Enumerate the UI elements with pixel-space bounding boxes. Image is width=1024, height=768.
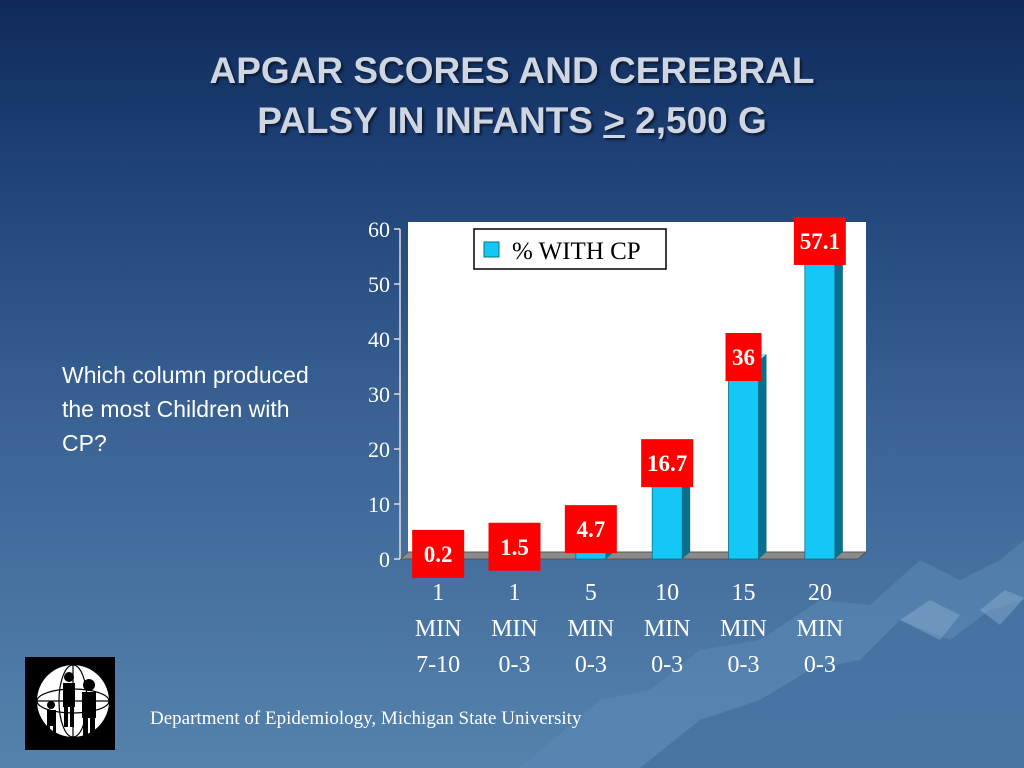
data-label-box	[725, 333, 762, 381]
x-tick-label: MIN	[796, 616, 843, 642]
data-label: 4.7	[576, 517, 605, 542]
family-globe-icon	[25, 657, 115, 750]
data-label: 57.1	[800, 229, 840, 254]
x-tick-label: 10	[655, 580, 679, 606]
x-tick-label: 1	[509, 580, 521, 606]
legend-swatch	[483, 241, 500, 258]
y-tick-label: 30	[368, 382, 390, 407]
x-tick-label: MIN	[644, 616, 691, 642]
bar-side	[758, 354, 767, 559]
x-tick-label: MIN	[567, 616, 614, 642]
y-tick-label: 0	[379, 547, 390, 572]
y-tick-label: 10	[368, 492, 390, 517]
data-label-box	[412, 529, 465, 578]
x-tick-label: 15	[732, 580, 756, 606]
x-tick-label: 20	[808, 580, 832, 606]
x-tick-label: MIN	[720, 616, 767, 642]
data-label-box	[564, 505, 617, 554]
legend-label: % WITH CP	[512, 238, 641, 265]
slide-title: APGAR SCORES AND CEREBRAL PALSY IN INFAN…	[0, 46, 1024, 146]
greater-equal-symbol: >	[603, 100, 625, 141]
data-label: 36	[732, 345, 755, 370]
x-tick-label: 0-3	[804, 652, 836, 678]
x-tick-label: 0-3	[728, 652, 760, 678]
data-label: 0.2	[424, 542, 453, 567]
plot-floor	[398, 551, 868, 560]
question-text: Which column produced the most Children …	[62, 362, 309, 456]
footer-text: Department of Epidemiology, Michigan Sta…	[150, 708, 582, 729]
x-tick-label: MIN	[415, 616, 462, 642]
y-tick-label: 40	[368, 327, 390, 352]
x-tick-label: 0-3	[575, 652, 607, 678]
legend-box	[473, 228, 667, 270]
data-label-box	[641, 439, 694, 488]
title-line-2-end: 2,500 G	[624, 100, 767, 141]
data-label-box	[793, 216, 846, 265]
bar	[728, 360, 759, 560]
plot-area	[408, 222, 866, 552]
x-tick-label: 0-3	[651, 652, 683, 678]
y-tick-label: 60	[368, 217, 390, 242]
x-tick-label: 7-10	[416, 652, 460, 678]
data-label-box	[488, 522, 541, 571]
y-tick-label: 20	[368, 437, 390, 462]
bar	[804, 244, 836, 560]
x-tick-label: 5	[585, 580, 597, 606]
title-line-2: PALSY IN INFANTS > 2,500 G	[0, 96, 1024, 146]
title-line-1: APGAR SCORES AND CEREBRAL	[209, 50, 815, 91]
data-label: 1.5	[500, 535, 529, 560]
x-tick-label: MIN	[491, 616, 538, 642]
data-label: 16.7	[647, 451, 687, 476]
x-tick-label: 0-3	[499, 652, 531, 678]
x-tick-label: 1	[432, 580, 444, 606]
y-tick-label: 50	[368, 272, 390, 297]
title-line-2-start: PALSY IN INFANTS	[257, 100, 604, 141]
bar-side	[834, 237, 843, 559]
